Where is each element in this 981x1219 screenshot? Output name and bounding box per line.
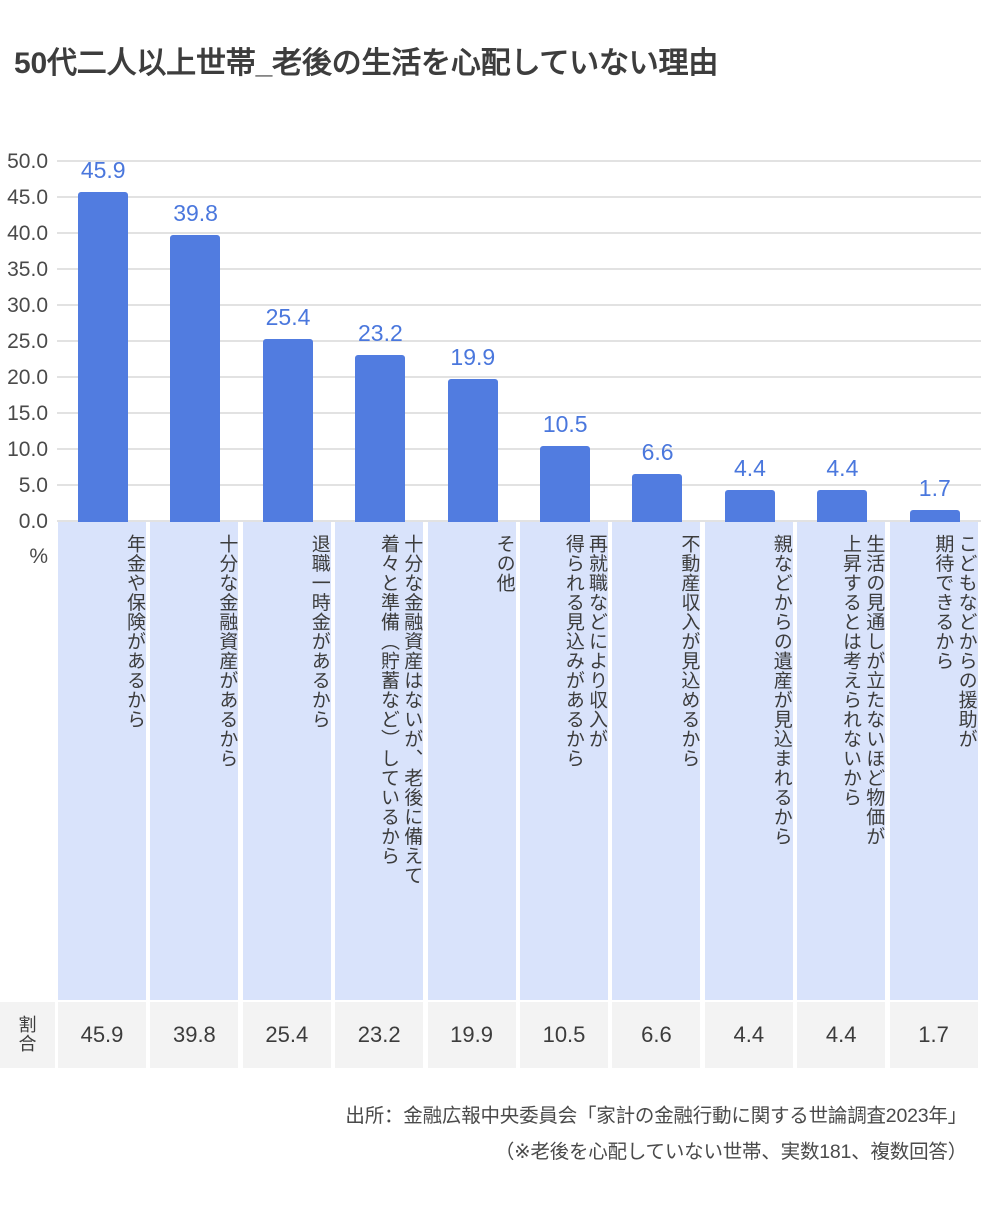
chart-footer: 出所：金融広報中央委員会「家計の金融行動に関する世論調査2023年」 （※老後を… [0,1098,967,1170]
bar-value-label: 25.4 [265,304,311,331]
chart-bars: 45.9 39.8 25.4 23.2 19.9 10.5 6.6 4.4 4.4 1.7 [0,150,981,522]
bar[interactable] [447,378,498,522]
chart-category-labels: 年金や保険があるから 十分な金融資産があるから 退職一時金があるから 十分な金融資産は… [0,522,981,1000]
table-cell-value: 45.9 [58,1002,146,1068]
y-axis-tick-label: 20.0 [7,366,48,389]
bar-column[interactable] [149,151,241,522]
bar[interactable] [170,235,221,522]
bar-value-label: 10.5 [542,411,588,438]
gridline [57,520,981,522]
table-cell-value: 39.8 [150,1002,239,1068]
category-label-text: 生活の見通しが立たないほど物価が 上昇するとは考えられないから [840,534,885,846]
table-cell-value: 25.4 [242,1002,331,1068]
category-label-cell: こどもなどからの援助が 期待できるから [889,522,978,1000]
table-cell-value: 1.7 [889,1002,978,1068]
table-cell-value: 4.4 [704,1002,793,1068]
category-label-cell: 退職一時金があるから [242,522,331,1000]
bar-value-label: 1.7 [918,474,951,501]
bar[interactable] [724,490,775,522]
gridline [57,412,981,414]
bar-column[interactable] [519,151,611,522]
bar[interactable] [909,509,960,522]
bar-column[interactable] [796,151,888,522]
category-label-text: 不動産収入が見込めるから [678,534,700,768]
bar[interactable] [78,191,128,522]
gridline [57,376,981,378]
category-label-cell: 十分な金融資産はないが、老後に備えて 着々と準備（貯蓄など）しているから [335,522,424,1000]
table-cell-value: 19.9 [427,1002,516,1068]
gridline [57,196,981,198]
table-row-header: 割合 [0,1002,55,1068]
gridline [57,484,981,486]
category-label-text: 再就職などにより収入が 得られる見込みがあるから [562,534,607,768]
category-label-cell: 十分な金融資産があるから [150,522,239,1000]
bar-column[interactable] [704,151,796,522]
bar-column[interactable] [427,151,519,522]
gridline [57,268,981,270]
y-axis-tick-label: 10.0 [7,438,48,461]
bar-column[interactable] [889,151,981,522]
bar[interactable] [355,354,406,522]
category-label-cell: 年金や保険があるから [58,522,146,1000]
footer-note: （※老後を心配していない世帯、実数181、複数回答） [494,1141,967,1164]
table-cell-value: 4.4 [797,1002,886,1068]
bar-value-label: 4.4 [826,455,859,482]
bar-column[interactable] [611,151,703,522]
category-label-text: その他 [493,534,515,593]
bar-value-label: 23.2 [358,319,403,346]
bar[interactable] [817,490,868,522]
page-title: 50代二人以上世帯_老後の生活を心配していない理由 [14,47,719,80]
y-axis-unit-label: % [29,545,48,568]
category-label-cell: 不動産収入が見込めるから [612,522,701,1000]
chart-gridlines: 50.0 45.0 40.0 35.0 30.0 25.0 20.0 15.0 10.0 5.0 0… [0,150,981,567]
data-table: 割合 45.9 39.8 25.4 23.2 19.9 10.5 6.6 4.4 4.4 1.7 [0,1002,981,1068]
category-label-text: 退職一時金があるから [308,534,330,729]
category-label-cell: 親などからの遺産が見込まれるから [704,522,793,1000]
footer-source: 出所：金融広報中央委員会「家計の金融行動に関する世論調査2023年」 [345,1105,967,1127]
gridline [57,232,981,234]
table-cell-value: 10.5 [520,1002,608,1068]
bar-column[interactable] [57,151,149,522]
bar[interactable] [632,474,683,522]
y-axis-tick-label: 50.0 [7,150,48,173]
table-cell-value: 6.6 [612,1002,701,1068]
y-axis-tick-label: 45.0 [7,186,48,209]
category-label-cell: その他 [427,522,516,1000]
category-label-text: 十分な金融資産があるから [216,534,238,768]
bar[interactable] [540,446,590,522]
bar-value-label: 6.6 [641,439,674,466]
gridline [57,448,981,450]
category-label-cell: 生活の見通しが立たないほど物価が 上昇するとは考えられないから [797,522,886,1000]
gridline [57,304,981,306]
table-cell-value: 23.2 [335,1002,424,1068]
y-axis-tick-label: 0.0 [18,510,48,533]
category-label-text: こどもなどからの援助が 期待できるから [932,534,977,749]
y-axis-tick-label: 5.0 [18,474,48,497]
bar-value-label: 19.9 [450,343,496,370]
bar-value-label: 45.9 [80,156,126,183]
gridline [57,160,981,162]
category-label-text: 親などからの遺産が見込まれるから [770,534,792,846]
y-axis-tick-label: 15.0 [7,402,48,425]
y-axis-tick-label: 25.0 [7,330,48,353]
bar-column[interactable] [242,151,334,522]
y-axis-tick-label: 40.0 [7,222,48,245]
chart-plot-area: 50.0 45.0 40.0 35.0 30.0 25.0 20.0 15.0 10.0 5.0 0… [0,150,981,567]
bar-value-label: 39.8 [173,200,218,227]
gridline [57,340,981,342]
category-label-text: 年金や保険があるから [124,534,145,729]
category-label-cell: 再就職などにより収入が 得られる見込みがあるから [520,522,608,1000]
bar-column[interactable] [334,151,426,522]
category-label-text: 十分な金融資産はないが、老後に備えて 着々と準備（貯蓄など）しているから [378,534,423,885]
bar-value-label: 4.4 [734,455,766,482]
y-axis-tick-label: 35.0 [7,258,48,281]
table-row-header-label: 割合 [18,1014,37,1054]
y-axis-tick-label: 30.0 [7,294,48,317]
bar[interactable] [262,339,313,522]
